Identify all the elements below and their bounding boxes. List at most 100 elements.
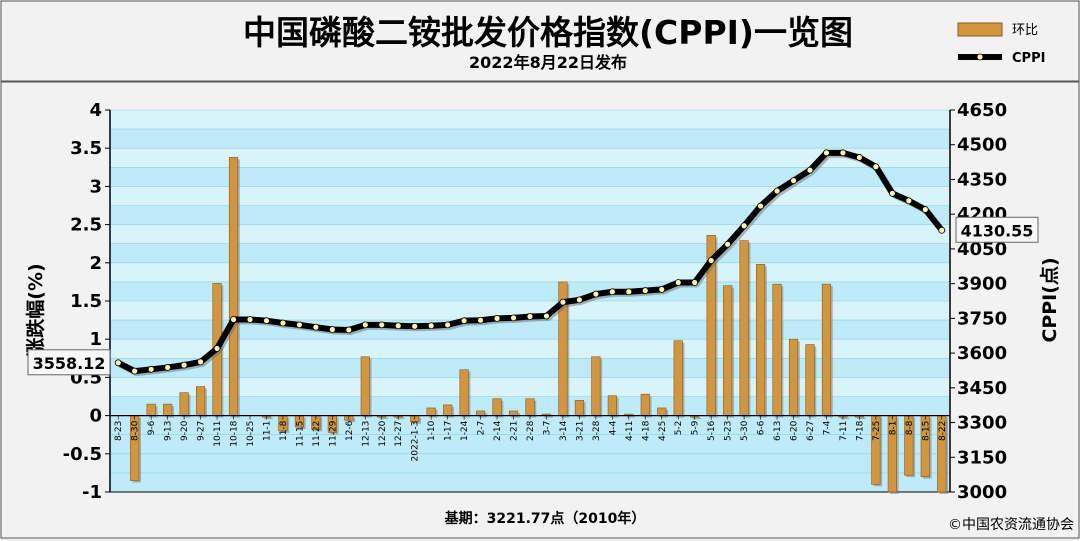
cppi-point xyxy=(543,312,550,320)
x-tick-label: 9-6 xyxy=(147,420,157,435)
cppi-point xyxy=(658,286,666,293)
bar xyxy=(591,356,601,416)
cppi-point xyxy=(411,322,419,330)
left-tick-label: -0.5 xyxy=(63,444,102,465)
cppi-point xyxy=(576,296,583,304)
chart-title: 中国磷酸二铵批发价格指数(CPPI)一览图 xyxy=(243,13,853,52)
x-tick-label: 6-27 xyxy=(806,421,816,441)
cppi-point xyxy=(180,361,188,369)
bar xyxy=(196,386,206,416)
x-tick-label: 8-15 xyxy=(921,421,931,441)
cppi-point xyxy=(921,206,929,213)
left-tick-label: 2 xyxy=(89,253,102,274)
cppi-point xyxy=(757,202,764,210)
cppi-point xyxy=(312,323,320,331)
cppi-point xyxy=(147,365,155,373)
x-tick-label: 7-4 xyxy=(822,420,832,435)
x-tick-label: 1-10 xyxy=(427,420,437,441)
bar xyxy=(426,407,436,416)
cppi-point xyxy=(131,367,139,375)
x-tick-label: 1-24 xyxy=(460,420,470,441)
x-tick-label: 2-7 xyxy=(477,421,487,436)
x-tick-label: 8-8 xyxy=(905,420,915,435)
x-tick-label: 3-21 xyxy=(575,421,585,441)
x-tick-label: 9-27 xyxy=(197,421,207,441)
cppi-point xyxy=(444,321,452,329)
cppi-point xyxy=(806,166,814,174)
x-tick-label: 9-13 xyxy=(164,421,174,441)
x-tick-label: 11-15 xyxy=(295,421,305,447)
bar-shadow xyxy=(840,417,850,420)
start-callout-box xyxy=(27,349,111,376)
cppi-point xyxy=(740,222,748,230)
plot-area: -1-0.500.511.522.533.5430003150330034503… xyxy=(63,100,1007,503)
cppi-point xyxy=(839,149,847,157)
x-tick-label: 11-1 xyxy=(262,421,272,441)
bar xyxy=(525,398,535,416)
cppi-point xyxy=(230,316,237,323)
x-tick-label: 10-25 xyxy=(246,421,256,447)
cppi-point xyxy=(905,197,913,205)
left-tick-label: 0 xyxy=(89,406,102,427)
cppi-point xyxy=(394,322,402,330)
cppi-point xyxy=(707,257,715,264)
x-tick-label: 12-13 xyxy=(361,421,371,447)
cppi-point xyxy=(164,364,172,371)
cppi-point xyxy=(872,163,880,171)
cppi-point xyxy=(246,316,254,323)
bar-shadow xyxy=(395,417,405,420)
cppi-point xyxy=(477,316,484,324)
bar xyxy=(476,410,486,416)
x-tick-label: 4-25 xyxy=(658,421,668,441)
cppi-point xyxy=(888,189,896,197)
right-tick-label: 4050 xyxy=(957,239,1007,260)
cppi-point xyxy=(345,326,353,334)
right-tick-label: 4500 xyxy=(957,135,1007,156)
copyright: ©中国农资流通协会 xyxy=(948,517,1074,533)
bar xyxy=(163,403,173,416)
cppi-point xyxy=(608,288,616,296)
x-tick-label: 5-16 xyxy=(707,420,717,441)
grid-band xyxy=(110,186,950,206)
x-tick-label: 2-14 xyxy=(493,420,503,441)
cppi-point xyxy=(328,326,336,333)
legend-line-label: CPPI xyxy=(1012,51,1045,66)
x-tick-label: 3-28 xyxy=(592,420,602,441)
x-tick-label: 5-2 xyxy=(674,421,684,436)
x-tick-label: 2022-1-3 xyxy=(411,421,421,462)
cppi-point xyxy=(592,290,600,298)
x-tick-label: 5-30 xyxy=(740,420,750,441)
x-tick-label: 11-29 xyxy=(328,420,338,446)
cppi-point xyxy=(724,240,732,248)
bar xyxy=(574,400,584,416)
bar xyxy=(821,283,832,416)
cppi-point xyxy=(691,279,699,286)
grid-band xyxy=(110,148,950,168)
x-tick-label: 5-23 xyxy=(724,421,734,441)
left-tick-label: 3 xyxy=(89,176,102,197)
cppi-point xyxy=(213,345,221,352)
left-axis-title: 涨跌幅(%) xyxy=(24,263,47,356)
legend-bar-label: 环比 xyxy=(1012,23,1038,38)
bar xyxy=(360,356,370,416)
cppi-point xyxy=(773,187,781,195)
right-tick-label: 3300 xyxy=(957,413,1007,434)
bar xyxy=(756,264,766,416)
cppi-point xyxy=(378,321,386,329)
x-tick-label: 1-17 xyxy=(444,421,454,441)
cppi-point xyxy=(361,321,369,329)
bar-shadow xyxy=(544,416,553,418)
x-tick-label: 8-22 xyxy=(938,421,948,441)
right-tick-label: 4650 xyxy=(957,100,1007,121)
right-tick-label: 3600 xyxy=(957,343,1007,364)
cppi-point xyxy=(263,317,270,325)
x-tick-label: 6-6 xyxy=(757,420,767,435)
x-tick-label: 2-21 xyxy=(510,421,520,441)
x-tick-label: 11-22 xyxy=(312,421,322,447)
end-callout-label: 4130.55 xyxy=(961,221,1034,240)
bar xyxy=(146,403,156,416)
bar xyxy=(228,157,239,416)
bar-shadow xyxy=(264,417,273,420)
cppi-point xyxy=(641,287,649,294)
cppi-point xyxy=(790,177,797,185)
